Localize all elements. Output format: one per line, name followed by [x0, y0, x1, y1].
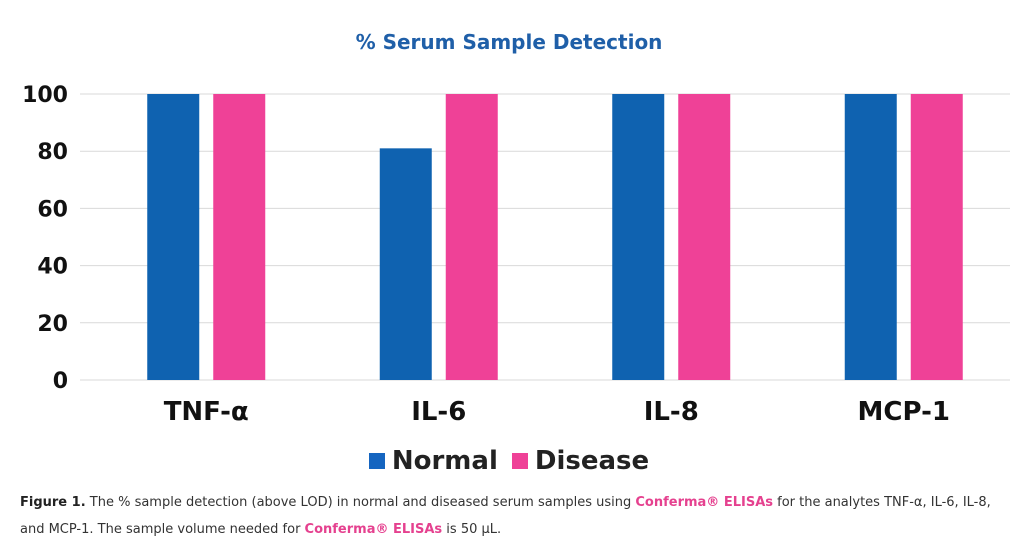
caption-brand-1: Conferma® ELISAs — [635, 495, 773, 510]
caption-text-1: The % sample detection (above LOD) in no… — [85, 495, 636, 510]
bar-chart: 0 20 40 60 80 100 TNF-α IL-6 IL-8 MCP-1 — [22, 83, 1010, 427]
bar-normal-3 — [844, 94, 897, 380]
bar-disease-2 — [678, 94, 731, 380]
x-category-label: TNF-α — [164, 397, 249, 427]
y-tick-label: 0 — [53, 369, 68, 394]
bar-normal-1 — [379, 148, 432, 380]
figure-caption: Figure 1. The % sample detection (above … — [20, 489, 1000, 543]
y-tick-label: 20 — [37, 312, 68, 337]
legend-swatch-disease — [511, 453, 528, 469]
x-category-label: IL-6 — [411, 397, 466, 427]
bar-normal-0 — [147, 94, 200, 380]
legend-label-normal: Normal — [391, 446, 498, 476]
caption-label: Figure 1. — [20, 495, 86, 510]
y-tick-label: 60 — [37, 197, 68, 222]
y-tick-label: 100 — [22, 83, 68, 108]
bar-disease-1 — [445, 94, 498, 380]
bar-disease-3 — [910, 94, 963, 380]
legend-label-disease: Disease — [534, 446, 650, 476]
bar-normal-2 — [612, 94, 665, 380]
bar-disease-0 — [213, 94, 266, 380]
legend-swatch-normal — [368, 453, 385, 469]
caption-text-3: is 50 µL. — [442, 522, 502, 537]
legend-item-normal: Normal — [368, 446, 498, 476]
y-tick-label: 80 — [37, 140, 68, 165]
y-tick-label: 40 — [37, 255, 68, 280]
chart-title: % Serum Sample Detection — [355, 30, 663, 54]
legend: Normal Disease — [0, 446, 1018, 476]
x-category-label: IL-8 — [644, 397, 699, 427]
x-category-label: MCP-1 — [858, 397, 950, 427]
legend-item-disease: Disease — [511, 446, 650, 476]
caption-brand-2: Conferma® ELISAs — [304, 522, 443, 537]
caption-text-2: for the analytes TNF-α, IL-6, IL-8, and … — [20, 495, 991, 537]
